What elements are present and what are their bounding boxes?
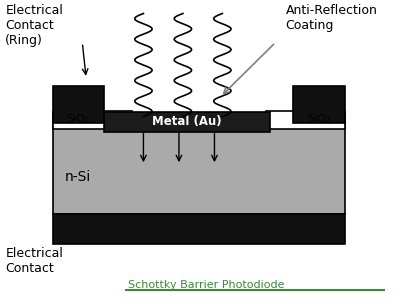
Bar <box>53 214 344 244</box>
Text: SiO₂: SiO₂ <box>67 114 90 124</box>
Text: Anti-Reflection
Coating: Anti-Reflection Coating <box>285 4 377 32</box>
Bar <box>53 117 344 214</box>
Bar <box>293 86 344 123</box>
Text: SiO₂: SiO₂ <box>306 114 330 124</box>
Bar <box>265 110 344 129</box>
Text: n-Si: n-Si <box>65 170 91 184</box>
Text: Metal (Au): Metal (Au) <box>152 115 221 128</box>
Bar <box>104 112 269 132</box>
Bar <box>53 110 131 129</box>
Text: Electrical
Contact: Electrical Contact <box>5 247 63 275</box>
Text: Schottky Barrier Photodiode: Schottky Barrier Photodiode <box>128 280 284 290</box>
Bar <box>53 86 104 123</box>
Text: Electrical
Contact
(Ring): Electrical Contact (Ring) <box>5 4 63 47</box>
